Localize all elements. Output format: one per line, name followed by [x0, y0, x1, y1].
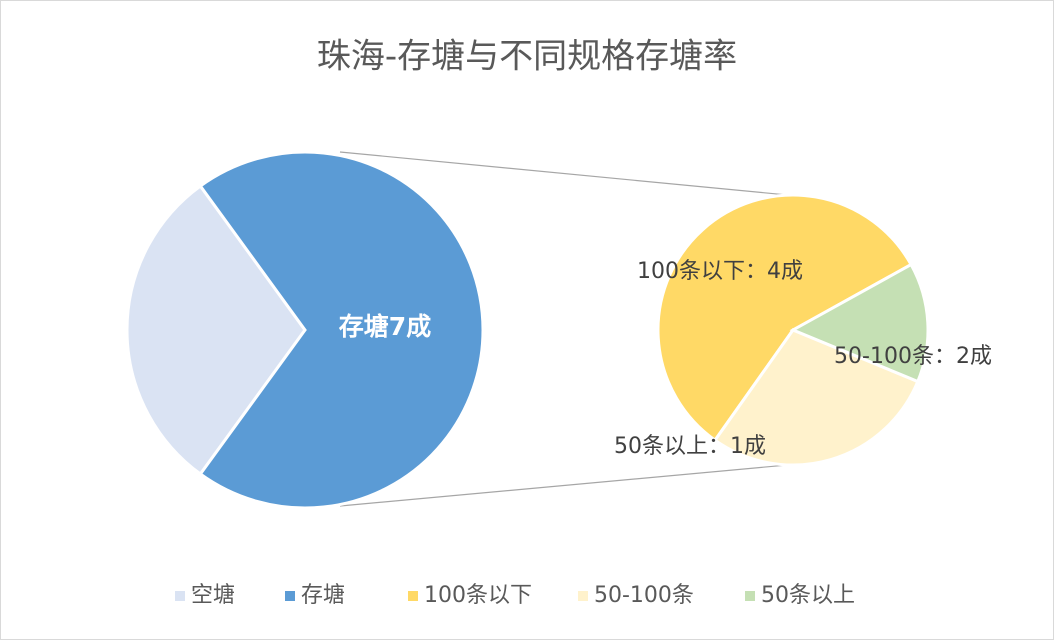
legend-marker	[745, 591, 755, 601]
data-label: 100条以下：4成	[637, 259, 803, 284]
connector-line	[339, 464, 789, 507]
legend-marker	[175, 591, 185, 601]
legend-label: 50-100条	[594, 583, 694, 608]
pie-slice	[125, 183, 307, 477]
legend-marker	[285, 591, 295, 601]
pie-slice	[198, 150, 485, 510]
pie-slice	[789, 262, 930, 384]
legend-label: 存塘	[301, 583, 345, 608]
chart-title: 珠海-存塘与不同规格存塘率	[317, 37, 737, 77]
data-label: 50条以上：1成	[614, 434, 766, 459]
connector-line	[339, 151, 789, 196]
legend-label: 空塘	[191, 583, 235, 608]
legend-marker	[578, 591, 588, 601]
pie-slice	[656, 193, 914, 443]
pie-slice	[712, 328, 920, 467]
legend-marker	[408, 591, 418, 601]
legend-label: 100条以下	[424, 583, 532, 608]
legend-label: 50条以上	[761, 583, 855, 608]
connectors	[339, 151, 789, 507]
data-label: 存塘7成	[339, 312, 431, 341]
data-label: 50-100条：2成	[834, 344, 992, 369]
